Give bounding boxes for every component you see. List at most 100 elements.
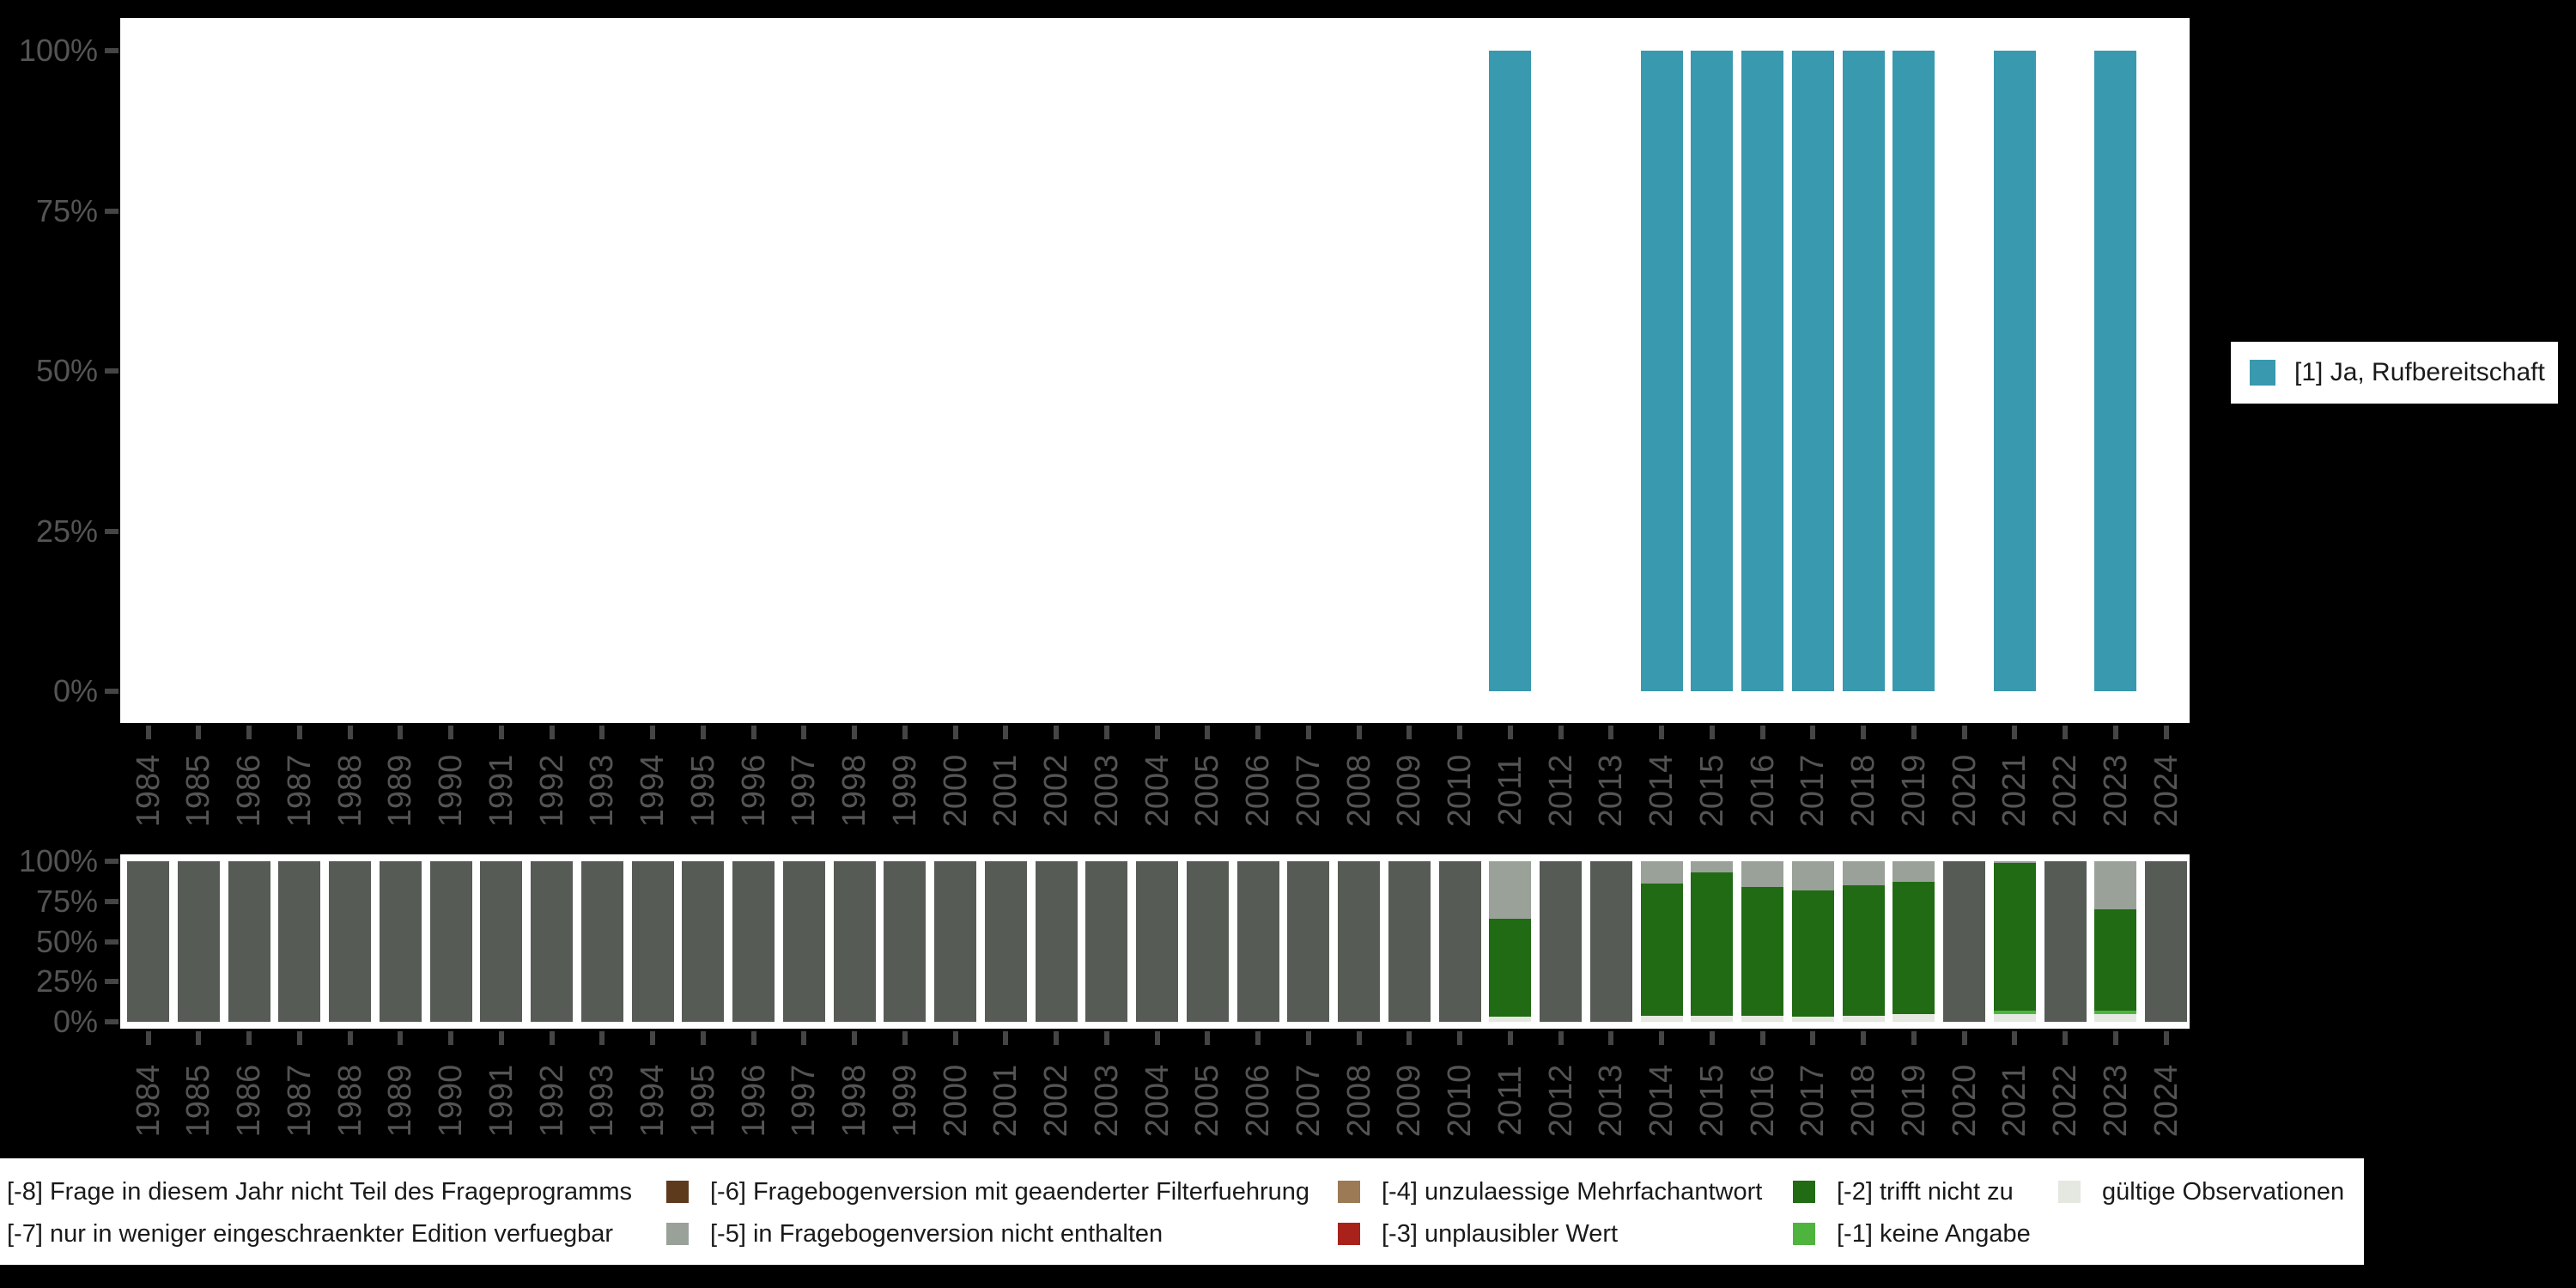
- x-axis-tick: [398, 726, 404, 739]
- missing-chart-segment: [1791, 861, 1834, 890]
- x-axis-tick: [852, 1031, 857, 1045]
- x-axis-tick: [1154, 726, 1160, 739]
- x-axis-label: 1999: [886, 1064, 923, 1138]
- x-axis-label: 2016: [1744, 754, 1781, 828]
- x-axis-label: 2024: [2148, 1064, 2184, 1138]
- y-axis-label: 50%: [35, 353, 98, 388]
- x-axis-tick: [1054, 1031, 1059, 1045]
- x-axis-label: 2013: [1593, 754, 1630, 828]
- x-axis-tick: [650, 726, 655, 739]
- missing-chart-segment: [1893, 861, 1935, 883]
- x-axis-label: 1992: [533, 754, 570, 828]
- x-axis-label: 2006: [1240, 1064, 1276, 1138]
- missing-chart-segment: [1993, 1013, 2036, 1022]
- x-axis-tick: [549, 1031, 555, 1045]
- missing-chart-segment: [1893, 1013, 1935, 1022]
- x-axis-label: 2009: [1391, 754, 1428, 828]
- x-axis-label: 1995: [684, 754, 721, 828]
- x-axis-tick: [1810, 726, 1816, 739]
- missing-legend-swatch: [666, 1181, 689, 1203]
- missing-chart-segment: [1640, 1015, 1683, 1022]
- x-axis-tick: [1205, 1031, 1211, 1045]
- x-axis-label: 2011: [1492, 1066, 1528, 1136]
- y-axis-tick: [105, 208, 118, 214]
- x-axis-label: 1996: [735, 754, 772, 828]
- missing-legend-label: [-1] keine Angabe: [1837, 1220, 2031, 1248]
- x-axis-label: 2012: [1542, 1064, 1579, 1138]
- x-axis-tick: [952, 1031, 958, 1045]
- x-axis-label: 2020: [1946, 1064, 1983, 1138]
- missing-chart-segment: [1438, 861, 1481, 1022]
- x-axis-tick: [1861, 726, 1866, 739]
- x-axis-label: 1985: [180, 1064, 217, 1138]
- missing-chart-segment: [782, 861, 825, 1022]
- x-axis-tick: [1103, 1031, 1109, 1045]
- y-axis-label: 50%: [35, 923, 98, 959]
- missing-legend-label: [-3] unplausibler Wert: [1382, 1220, 1619, 1248]
- x-axis-label: 1988: [331, 1064, 368, 1138]
- missing-chart-segment: [1236, 861, 1279, 1022]
- missing-chart-segment: [2094, 861, 2137, 910]
- x-axis-label: 1987: [281, 754, 318, 828]
- x-axis-label: 2013: [1593, 1064, 1630, 1138]
- x-axis-label: 2008: [1340, 754, 1377, 828]
- x-axis-tick: [1305, 1031, 1311, 1045]
- missing-chart-segment: [278, 861, 321, 1022]
- x-axis-tick: [1911, 726, 1917, 739]
- missing-chart-segment: [2094, 1013, 2137, 1022]
- x-axis-label: 2004: [1139, 1064, 1176, 1138]
- x-axis-tick: [145, 726, 151, 739]
- x-axis-tick: [498, 1031, 504, 1045]
- x-axis-tick: [1255, 1031, 1261, 1045]
- missing-chart-segment: [1842, 861, 1885, 886]
- missing-chart-segment: [1993, 1010, 2036, 1014]
- missing-chart-segment: [1741, 1015, 1783, 1022]
- missing-chart-segment: [1388, 861, 1431, 1022]
- x-axis-tick: [2163, 726, 2169, 739]
- x-axis-label: 2015: [1693, 1064, 1730, 1138]
- missing-chart-segment: [934, 861, 976, 1022]
- x-axis-tick: [246, 1031, 252, 1045]
- y-axis-tick: [105, 859, 118, 864]
- x-axis-label: 2010: [1442, 754, 1478, 828]
- missing-chart-segment: [984, 861, 1027, 1022]
- x-axis-label: 2011: [1492, 756, 1528, 826]
- x-axis-tick: [750, 726, 756, 739]
- x-axis-tick: [1507, 726, 1513, 739]
- x-axis-tick: [196, 1031, 202, 1045]
- x-axis-tick: [902, 726, 908, 739]
- y-axis-tick: [105, 979, 118, 985]
- x-axis-tick: [1103, 726, 1109, 739]
- top-chart-bar: [2094, 51, 2137, 691]
- legend-box: [1] Ja, Rufbereitschaft: [2231, 342, 2558, 404]
- y-axis-label: 0%: [52, 1004, 98, 1039]
- x-axis-label: 1989: [382, 754, 419, 828]
- missing-chart-segment: [1691, 861, 1734, 873]
- missing-legend-swatch: [2058, 1181, 2081, 1203]
- x-axis-tick: [1356, 726, 1362, 739]
- missing-chart-segment: [1035, 861, 1078, 1022]
- x-axis-tick: [398, 1031, 404, 1045]
- x-axis-label: 2021: [1996, 754, 2033, 828]
- top-chart-bar: [1993, 51, 2036, 691]
- x-axis-tick: [1406, 1031, 1413, 1045]
- x-axis-tick: [1003, 1031, 1009, 1045]
- missing-legend-swatch: [1793, 1223, 1815, 1245]
- missing-chart-segment: [1136, 861, 1178, 1022]
- missing-chart-segment: [228, 861, 270, 1022]
- x-axis-label: 2016: [1744, 1064, 1781, 1138]
- missing-legend-swatch: [666, 1223, 689, 1245]
- x-axis-tick: [2063, 1031, 2068, 1045]
- x-axis-tick: [498, 726, 504, 739]
- x-axis-tick: [1608, 726, 1614, 739]
- x-axis-tick: [1861, 1031, 1866, 1045]
- x-axis-tick: [700, 726, 706, 739]
- x-axis-label: 1997: [786, 1064, 823, 1138]
- x-axis-label: 1998: [836, 754, 872, 828]
- x-axis-label: 2006: [1240, 754, 1276, 828]
- missing-chart-segment: [580, 861, 623, 1022]
- missing-chart-segment: [2044, 861, 2087, 1022]
- x-axis-tick: [952, 726, 958, 739]
- x-axis-tick: [448, 726, 453, 739]
- x-axis-tick: [296, 726, 302, 739]
